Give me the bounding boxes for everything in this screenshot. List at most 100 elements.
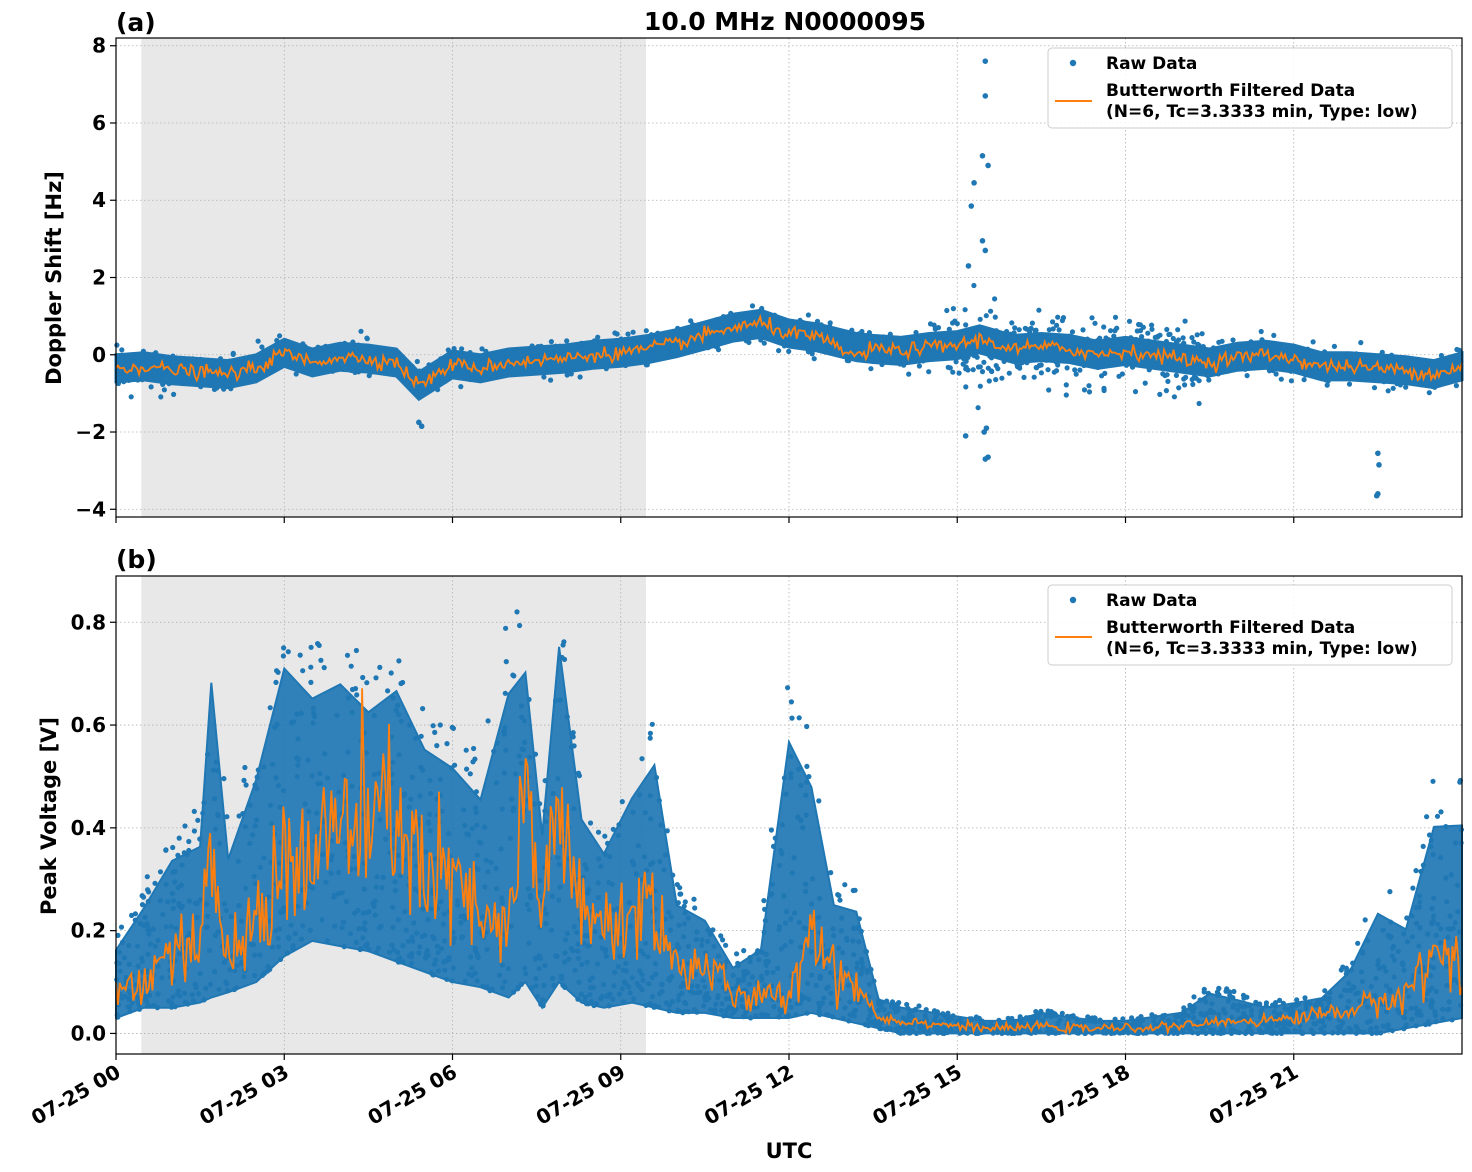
raw-data-point <box>1428 1004 1435 1010</box>
raw-data-point <box>649 994 656 1000</box>
raw-data-point <box>438 899 444 905</box>
raw-data-point <box>770 843 777 850</box>
raw-data-point <box>348 663 354 669</box>
raw-data-point <box>227 967 233 973</box>
raw-data-point <box>536 344 542 350</box>
raw-data-point <box>1387 935 1394 941</box>
raw-data-point <box>1429 1000 1435 1006</box>
raw-data-point <box>689 983 695 989</box>
raw-data-point <box>1248 339 1254 345</box>
raw-data-point <box>657 991 663 997</box>
raw-data-point <box>561 639 567 645</box>
raw-data-point <box>1086 383 1092 389</box>
raw-data-point <box>1085 1018 1091 1024</box>
raw-data-point <box>541 369 547 375</box>
raw-data-point <box>1219 338 1225 344</box>
raw-data-point <box>668 914 674 920</box>
raw-data-point <box>360 935 366 941</box>
raw-data-point <box>1413 920 1420 926</box>
raw-data-point <box>1327 990 1333 996</box>
raw-data-point <box>1294 349 1300 355</box>
raw-data-point <box>281 905 287 911</box>
raw-data-point <box>274 337 280 344</box>
raw-data-point <box>1372 992 1378 999</box>
raw-data-point <box>329 853 335 859</box>
raw-data-point <box>212 826 218 832</box>
raw-data-point <box>817 973 823 979</box>
raw-data-point <box>570 733 576 740</box>
raw-data-point <box>462 978 468 984</box>
raw-data-point <box>388 670 394 676</box>
raw-data-point <box>1075 1017 1081 1023</box>
raw-data-point <box>562 950 568 956</box>
raw-data-point <box>536 966 542 972</box>
raw-data-point <box>1164 372 1170 378</box>
raw-data-point <box>350 339 356 345</box>
raw-data-point <box>1364 938 1371 944</box>
raw-data-point <box>1355 353 1361 359</box>
raw-data-point <box>439 808 445 814</box>
raw-data-point <box>305 757 311 763</box>
raw-data-point <box>1050 326 1056 332</box>
raw-data-point <box>184 852 190 858</box>
raw-data-point <box>186 378 192 384</box>
panel-b: 0.00.20.40.60.8 07-25 00 07-25 03 07-25 06… <box>27 545 1464 1163</box>
raw-data-point <box>1434 813 1441 819</box>
raw-data-point <box>667 351 673 358</box>
raw-data-point <box>299 364 305 370</box>
raw-data-point <box>1201 996 1207 1002</box>
raw-data-point <box>1284 1027 1290 1033</box>
raw-data-point <box>221 959 227 965</box>
raw-data-point <box>1299 353 1305 359</box>
raw-data-point <box>145 887 151 893</box>
raw-data-point <box>901 1030 907 1036</box>
raw-data-point <box>123 362 129 369</box>
raw-data-point <box>614 331 620 337</box>
raw-data-point <box>332 923 338 929</box>
raw-data-point <box>186 838 192 845</box>
raw-data-point <box>119 354 125 360</box>
raw-data-point <box>132 911 138 917</box>
raw-data-point <box>689 345 696 351</box>
raw-data-point <box>675 325 681 331</box>
raw-data-outlier <box>979 153 986 159</box>
raw-data-point <box>177 951 183 957</box>
raw-data-point <box>1017 365 1023 371</box>
raw-data-point <box>1296 1001 1302 1007</box>
raw-data-point <box>166 381 172 387</box>
raw-data-point <box>1046 327 1052 333</box>
raw-data-point <box>1210 345 1217 351</box>
raw-data-point <box>843 330 849 336</box>
raw-data-point <box>367 370 374 376</box>
raw-data-point <box>1432 384 1438 390</box>
raw-data-point <box>191 808 197 815</box>
raw-data-point <box>595 334 601 340</box>
raw-data-point <box>676 945 682 951</box>
raw-data-point <box>548 339 555 345</box>
raw-data-point <box>850 925 857 931</box>
raw-data-point <box>216 986 222 992</box>
raw-data-point <box>659 981 665 987</box>
raw-data-point <box>168 924 175 930</box>
raw-data-point <box>482 884 488 890</box>
x-axis-ticks-a <box>115 517 1295 523</box>
raw-data-point <box>690 322 696 328</box>
raw-data-point <box>300 923 306 929</box>
raw-data-point <box>718 333 724 339</box>
raw-data-point <box>117 968 123 974</box>
raw-data-point <box>473 376 479 382</box>
raw-data-point <box>356 926 362 932</box>
raw-data-point <box>676 992 682 999</box>
raw-data-point <box>450 350 456 356</box>
raw-data-point <box>838 928 845 934</box>
raw-data-point <box>1191 994 1197 1000</box>
raw-data-point <box>119 939 126 946</box>
raw-data-point <box>764 1012 771 1019</box>
raw-data-point <box>496 972 503 978</box>
raw-data-point <box>1229 1014 1235 1021</box>
raw-data-point <box>251 873 257 880</box>
raw-data-point <box>1053 368 1060 374</box>
raw-data-point <box>1198 364 1204 370</box>
raw-data-point <box>1231 988 1237 995</box>
raw-data-point <box>523 971 529 977</box>
